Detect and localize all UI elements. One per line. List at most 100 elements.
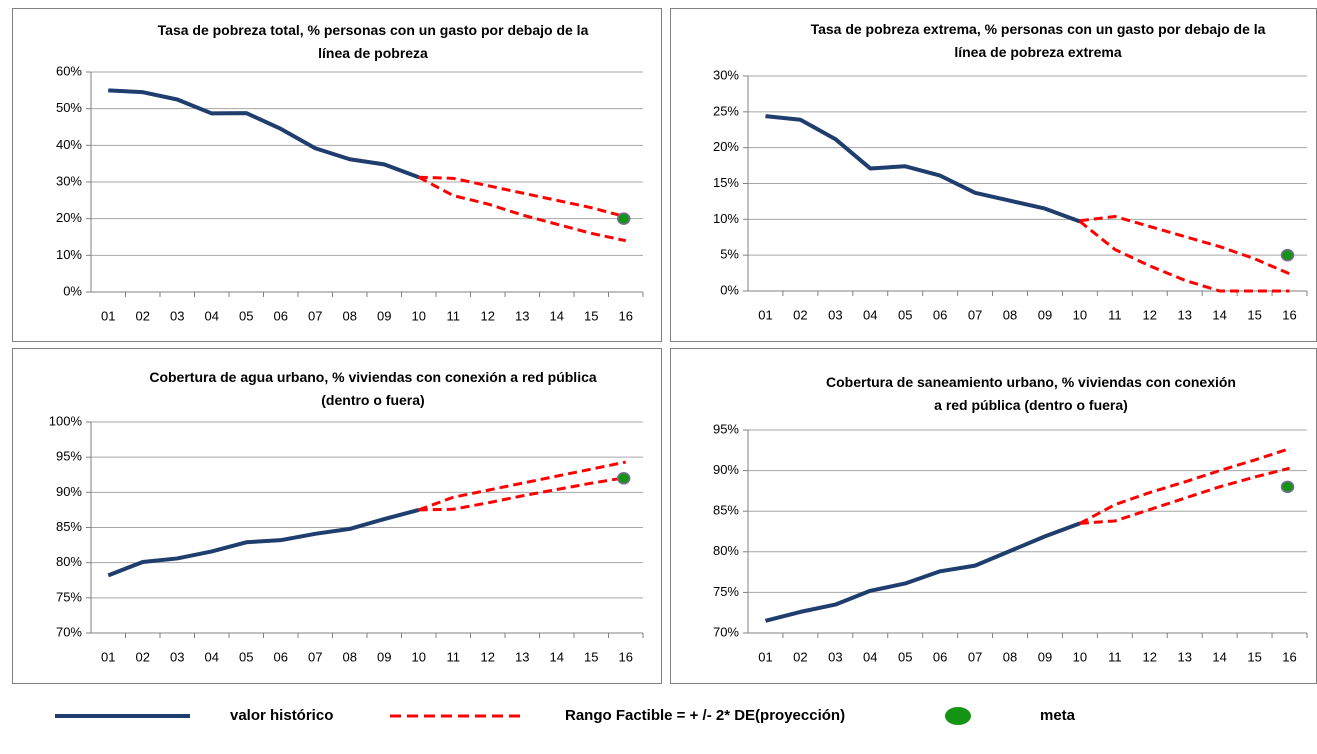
x-tick-label: 14 <box>1212 307 1226 322</box>
x-tick-label: 04 <box>863 307 877 322</box>
x-tick-label: 05 <box>239 649 253 664</box>
legend-label: valor histórico <box>230 707 333 724</box>
legend-marker <box>945 707 971 725</box>
x-tick-label: 15 <box>1247 307 1261 322</box>
x-tick-label: 11 <box>1108 649 1122 664</box>
x-tick-label: 08 <box>343 308 357 323</box>
meta-marker <box>617 472 631 485</box>
range-line <box>1079 214 1291 276</box>
x-tick-label: 15 <box>1247 649 1261 664</box>
range-line <box>418 476 626 512</box>
range-line <box>1078 220 1290 293</box>
x-tick-label: 10 <box>1073 307 1087 322</box>
chart: 70% 75% 80% 85% 90% 95% 100% 01 02 03 04 05 06 07 08 09… <box>49 413 644 664</box>
x-tick-label: 16 <box>1282 649 1296 664</box>
x-tick-label: 01 <box>758 307 772 322</box>
range-line <box>1079 447 1290 525</box>
y-tick-label: 50% <box>56 100 82 115</box>
x-tick-label: 05 <box>239 308 253 323</box>
meta-marker <box>617 212 631 225</box>
x-tick-label: 01 <box>758 649 772 664</box>
x-tick-label: 13 <box>1177 307 1191 322</box>
x-tick-label: 08 <box>343 649 357 664</box>
legend-label: meta <box>1040 707 1076 724</box>
chart-panel: Cobertura de saneamiento urbano, % vivie… <box>670 348 1317 684</box>
x-tick-label: 03 <box>828 307 842 322</box>
x-tick-label: 12 <box>1143 649 1157 664</box>
x-tick-label: 07 <box>968 649 982 664</box>
y-tick-label: 95% <box>56 449 82 464</box>
x-tick-label: 16 <box>619 308 633 323</box>
y-tick-label: 0% <box>720 282 739 297</box>
x-tick-label: 12 <box>481 649 495 664</box>
x-tick-label: 04 <box>863 649 877 664</box>
chart: 70% 75% 80% 85% 90% 95% 01 02 03 04 05 06 07 08 09 10 11… <box>713 421 1308 664</box>
legend-label: Rango Factible = + /- 2* DE(proyección) <box>565 707 845 724</box>
range-line <box>1079 466 1290 525</box>
range-line <box>418 460 627 512</box>
chart-panel: Tasa de pobreza total, % personas con un… <box>12 8 662 342</box>
x-tick-label: 09 <box>1038 649 1052 664</box>
chart-title: Cobertura de saneamiento urbano, % vivie… <box>826 374 1236 413</box>
range-line <box>418 175 627 219</box>
x-tick-label: 05 <box>898 649 912 664</box>
y-tick-label: 85% <box>56 519 82 534</box>
x-tick-label: 11 <box>447 649 461 664</box>
x-tick-label: 11 <box>447 308 461 323</box>
chart: 0% 10% 20% 30% 40% 50% 60% 01 02 03 04 05 06 07 08 09 10… <box>56 63 644 323</box>
x-tick-label: 07 <box>308 649 322 664</box>
x-tick-label: 13 <box>1177 649 1191 664</box>
y-tick-label: 85% <box>713 503 739 518</box>
x-tick-label: 09 <box>1038 307 1052 322</box>
y-tick-label: 60% <box>56 63 82 78</box>
y-tick-label: 10% <box>56 247 82 262</box>
x-tick-label: 08 <box>1003 307 1017 322</box>
meta-marker <box>1280 248 1295 262</box>
y-tick-label: 75% <box>713 584 739 599</box>
legend: valor histórico Rango Factible = + /- 2* … <box>55 707 1076 725</box>
meta-marker <box>1280 480 1295 494</box>
range-line <box>418 175 627 243</box>
x-tick-label: 04 <box>205 649 219 664</box>
x-tick-label: 12 <box>481 308 495 323</box>
x-tick-label: 02 <box>793 307 807 322</box>
x-tick-label: 07 <box>308 308 322 323</box>
x-tick-label: 14 <box>550 308 564 323</box>
history-line <box>764 521 1081 623</box>
x-tick-label: 11 <box>1108 307 1122 322</box>
x-tick-label: 04 <box>205 308 219 323</box>
x-tick-label: 07 <box>968 307 982 322</box>
x-tick-label: 06 <box>274 308 288 323</box>
y-tick-label: 5% <box>720 247 739 262</box>
x-tick-label: 16 <box>1282 307 1296 322</box>
history-line <box>108 88 420 180</box>
x-tick-label: 01 <box>101 308 115 323</box>
x-tick-label: 06 <box>933 649 947 664</box>
y-tick-label: 75% <box>56 589 82 604</box>
x-tick-label: 10 <box>412 649 426 664</box>
y-tick-label: 80% <box>713 543 739 558</box>
x-tick-label: 13 <box>515 308 529 323</box>
history-line <box>765 114 1081 224</box>
y-tick-label: 30% <box>713 67 739 82</box>
chart-title: Tasa de pobreza extrema, % personas con … <box>810 21 1266 60</box>
y-tick-label: 95% <box>713 421 739 436</box>
chart-panel: Tasa de pobreza extrema, % personas con … <box>670 8 1317 342</box>
x-tick-label: 12 <box>1143 307 1157 322</box>
chart-panel: Cobertura de agua urbano, % viviendas co… <box>12 348 662 684</box>
x-tick-label: 15 <box>584 308 598 323</box>
x-tick-label: 03 <box>828 649 842 664</box>
y-tick-label: 20% <box>713 139 739 154</box>
y-tick-label: 25% <box>713 103 739 118</box>
x-tick-label: 03 <box>170 308 184 323</box>
y-tick-label: 80% <box>56 554 82 569</box>
x-tick-label: 14 <box>550 649 564 664</box>
history-line <box>107 507 420 578</box>
x-tick-label: 16 <box>619 649 633 664</box>
x-tick-label: 13 <box>515 649 529 664</box>
y-tick-label: 70% <box>56 624 82 639</box>
x-tick-label: 03 <box>170 649 184 664</box>
y-tick-label: 70% <box>713 624 739 639</box>
y-tick-label: 40% <box>56 137 82 152</box>
